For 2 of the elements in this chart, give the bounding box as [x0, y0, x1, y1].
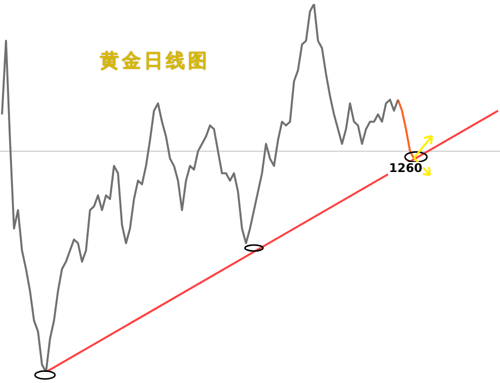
text: 黄金日线图 [100, 49, 210, 74]
annotation: 1260 [388, 161, 424, 175]
